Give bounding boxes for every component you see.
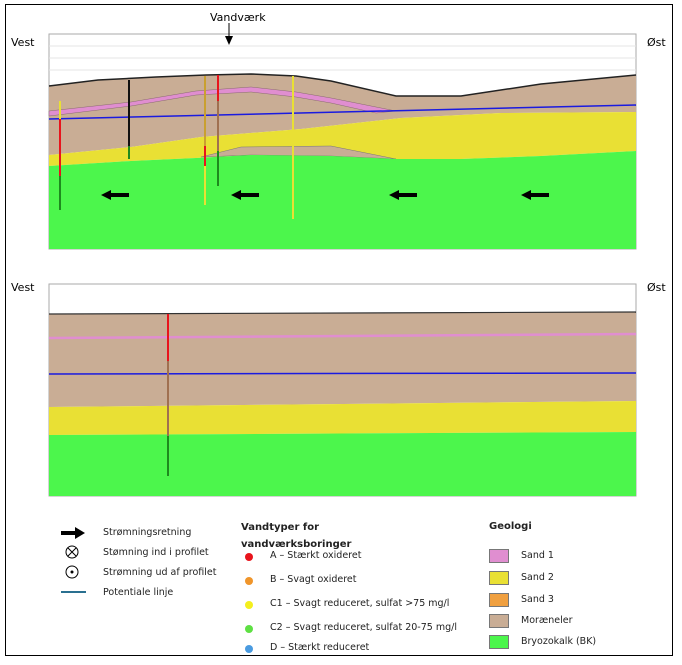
geology-moraine: Moræneler xyxy=(521,615,573,626)
east-label-2: Øst xyxy=(647,281,666,294)
figure-frame: Vest Øst Vandværk Vest Øst Strømningsret… xyxy=(5,4,673,656)
boreholes-1 xyxy=(59,75,294,219)
potential-line-2 xyxy=(48,372,637,375)
geology-bryozoan: Bryozokalk (BK) xyxy=(521,636,597,647)
potential-line-1 xyxy=(48,104,637,120)
sand2-swatch xyxy=(489,571,509,585)
sand3-swatch xyxy=(489,593,509,607)
geology-sand1: Sand 1 xyxy=(521,550,554,561)
terrain-line xyxy=(48,73,637,97)
arrow-right-icon xyxy=(61,527,85,539)
water-type-b-dot xyxy=(245,577,253,585)
waterworks-label: Vandværk xyxy=(210,11,266,24)
legend-flow-out: Strømning ud af profilet xyxy=(103,567,217,578)
legend-potential-line: Potentiale linje xyxy=(103,587,174,598)
moraine-layer-2 xyxy=(49,312,636,407)
legend-symbols xyxy=(61,527,86,593)
water-type-c1: C1 – Svagt reduceret, sulfat >75 mg/l xyxy=(270,598,450,609)
bryozoan-limestone-2 xyxy=(49,432,636,496)
profile-1 xyxy=(48,23,637,250)
flow-arrows-1 xyxy=(101,190,549,200)
legend-flow-direction: Strømningsretning xyxy=(103,527,192,538)
circle-dot-icon xyxy=(65,565,79,579)
water-type-b: B – Svagt oxideret xyxy=(270,574,357,585)
water-type-c2: C2 – Svagt reduceret, sulfat 20-75 mg/l xyxy=(270,622,457,633)
geology-sand3: Sand 3 xyxy=(521,594,554,605)
circle-x-icon xyxy=(65,545,79,559)
water-type-d-dot xyxy=(245,645,253,653)
water-types-title-2: vandværksboringer xyxy=(241,539,352,550)
gridlines-1 xyxy=(49,45,636,71)
sand2-layer-2 xyxy=(49,401,636,435)
geology-title: Geologi xyxy=(489,521,532,532)
bryozoan-swatch xyxy=(489,635,509,649)
water-type-c2-dot xyxy=(245,625,253,633)
sand1-line-2 xyxy=(48,332,637,340)
east-label-1: Øst xyxy=(647,36,666,49)
sand2-layer xyxy=(49,112,636,166)
terrain-line-2 xyxy=(48,311,637,315)
water-type-a: A – Stærkt oxideret xyxy=(270,550,362,561)
sand1-swatch xyxy=(489,549,509,563)
water-types-title-1: Vandtyper for xyxy=(241,522,320,533)
legend-flow-in: Stømning ind i profilet xyxy=(103,547,209,558)
profile-2 xyxy=(48,283,637,497)
water-type-d: D – Stærkt reduceret xyxy=(270,642,370,653)
water-type-a-dot xyxy=(245,553,253,561)
sand1-layer xyxy=(48,86,397,117)
west-label-1: Vest xyxy=(11,36,35,49)
geology-sand2: Sand 2 xyxy=(521,572,554,583)
west-label-2: Vest xyxy=(11,281,35,294)
waterworks-arrow xyxy=(225,23,233,45)
water-type-c1-dot xyxy=(245,601,253,609)
moraine-swatch xyxy=(489,614,509,628)
bryozoan-limestone xyxy=(49,151,636,249)
